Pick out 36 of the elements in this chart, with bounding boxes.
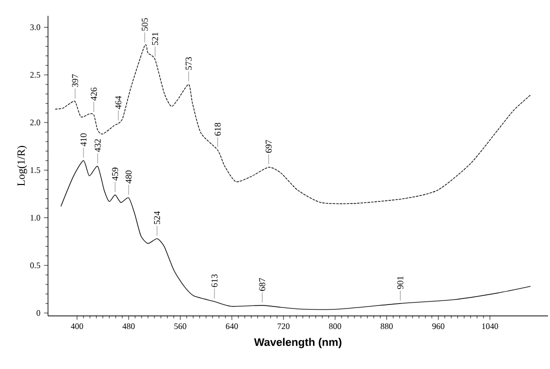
line-series <box>54 44 531 204</box>
x-tick-label: 640 <box>226 323 238 330</box>
x-tick-label: 1040 <box>482 323 498 330</box>
y-tick-label: 0.5 <box>30 262 40 268</box>
y-tick-label: 1.0 <box>30 214 40 221</box>
x-tick-label: 880 <box>380 323 393 330</box>
x-tick-label: 720 <box>278 323 290 330</box>
annotation: 459 <box>112 168 118 181</box>
annotation: 573 <box>186 57 192 70</box>
annotation: 505 <box>142 18 148 31</box>
x-tick-label: 480 <box>122 323 135 330</box>
annotation: 464 <box>115 96 122 110</box>
x-tick-label: 800 <box>329 323 342 330</box>
annotation: 432 <box>94 139 101 152</box>
annotation: 613 <box>211 274 218 288</box>
x-tick-label: 560 <box>174 323 186 330</box>
annotation: 410 <box>80 133 87 146</box>
y-tick-label: 1.5 <box>30 167 40 173</box>
annotation: 397 <box>72 74 78 87</box>
annotation: 697 <box>266 140 272 153</box>
annotation: 687 <box>259 278 266 291</box>
annotation: 480 <box>126 170 132 184</box>
y-axis-title: Log(1/R) <box>17 146 28 186</box>
x-tick-label: 960 <box>432 323 444 330</box>
y-tick-label: 3.0 <box>30 24 40 30</box>
x-axis-title: Wavelength (nm) <box>254 338 342 348</box>
annotation: 901 <box>397 276 404 290</box>
y-tick-label: 0 <box>36 310 40 316</box>
line-series <box>60 160 531 310</box>
annotation: 618 <box>214 122 221 136</box>
annotation: 426 <box>90 88 97 101</box>
annotation: 524 <box>154 211 160 224</box>
x-tick-label: 400 <box>70 323 84 330</box>
y-tick-label: 2.0 <box>30 120 40 126</box>
y-tick-label: 2.5 <box>30 72 40 78</box>
annotation: 521 <box>152 32 158 45</box>
